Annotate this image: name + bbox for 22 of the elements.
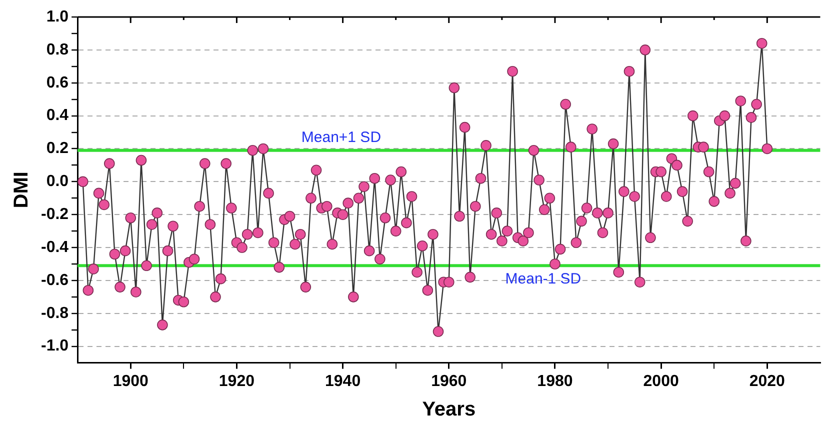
- ref-line-label: Mean-1 SD: [505, 270, 582, 288]
- y-tick-label: 0.0: [46, 173, 69, 190]
- x-tick-label: 1940: [325, 372, 361, 390]
- y-axis-title: DMI: [10, 172, 33, 208]
- y-tick-label: 1.0: [46, 8, 69, 26]
- y-tick-label: -1.0: [40, 338, 69, 355]
- x-axis-title: Years: [422, 398, 476, 421]
- y-tick-label: 0.8: [46, 41, 69, 58]
- y-tick-label: -0.4: [40, 238, 69, 256]
- y-tick-label: -0.2: [40, 206, 69, 224]
- ref-line-label: Mean+1 SD: [301, 129, 382, 146]
- y-tick-label: -0.6: [40, 272, 69, 289]
- x-tick-label: 2000: [643, 372, 679, 390]
- x-tick-label: 1980: [537, 372, 573, 390]
- x-tick-label: 2020: [749, 372, 786, 390]
- y-tick-label: -0.8: [40, 304, 69, 322]
- y-tick-label: 0.2: [46, 140, 69, 158]
- x-tick-label: 1920: [218, 372, 255, 390]
- y-tick-label: 0.4: [46, 107, 69, 124]
- x-tick-label: 1960: [431, 372, 467, 390]
- y-tick-label: 0.6: [46, 74, 69, 92]
- x-tick-label: 1900: [112, 372, 149, 390]
